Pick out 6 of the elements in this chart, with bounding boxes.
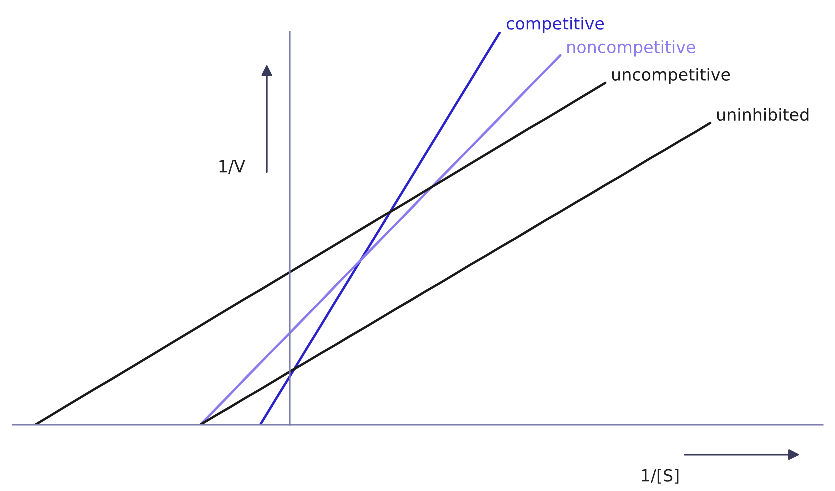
- x-axis-title: 1/[S]: [642, 469, 679, 484]
- series-label: noncompetitive: [568, 40, 696, 57]
- series-label: uninhibited: [717, 108, 809, 122]
- y-axis-title: 1/V: [220, 160, 246, 174]
- series-label: uncompetitive: [612, 68, 730, 84]
- series-label: competitive: [506, 16, 604, 34]
